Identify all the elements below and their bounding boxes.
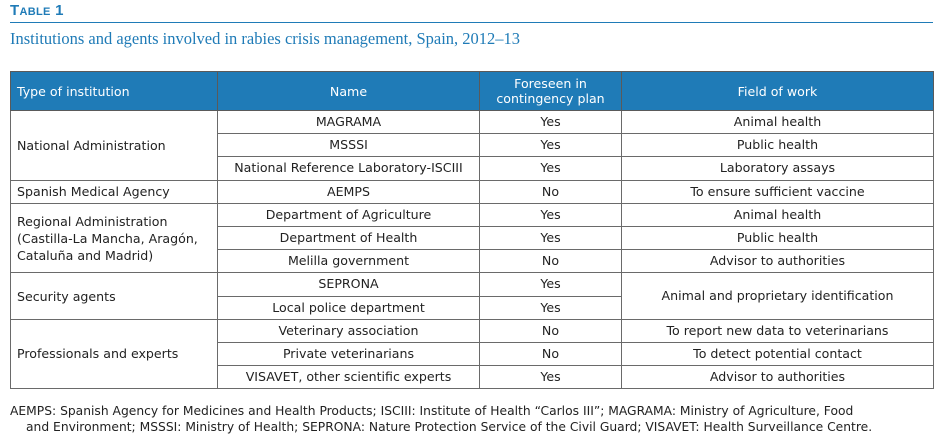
table-row: National Administration MAGRAMA Yes Anim… <box>10 109 934 181</box>
name-cell: VISAVET, other scientific experts <box>217 365 480 390</box>
title-rule <box>10 22 933 23</box>
name-cell: AEMPS <box>217 179 480 204</box>
group-type-cell: National Administration <box>10 110 218 181</box>
header-foreseen-line1: Foreseen in <box>514 76 587 91</box>
group-type-cell: Security agents <box>10 272 218 320</box>
table-caption: Institutions and agents involved in rabi… <box>10 29 521 48</box>
field-cell-merged: Animal and proprietary identification <box>621 272 934 320</box>
name-cell: Department of Agriculture <box>217 202 480 227</box>
institutions-table: Type of institution Name Foreseen in con… <box>10 71 934 390</box>
foreseen-cell: Yes <box>479 133 622 158</box>
group-type-cell: Regional Administration (Castilla-La Man… <box>10 202 218 274</box>
group-type-cell: Spanish Medical Agency <box>10 179 218 204</box>
field-cell: To report new data to veterinarians <box>621 318 934 343</box>
table-row: Private veterinarians No To detect poten… <box>11 341 934 367</box>
name-cell: Department of Health <box>217 225 480 251</box>
foreseen-cell: Yes <box>479 202 622 227</box>
field-cell: Animal health <box>621 202 934 227</box>
field-cell: Public health <box>621 225 934 251</box>
foreseen-cell: Yes <box>479 365 622 390</box>
field-cell: To detect potential contact <box>621 341 934 367</box>
table-row: National Reference Laboratory-ISCIII Yes… <box>11 156 934 181</box>
foreseen-cell: Yes <box>479 272 622 297</box>
footnote-line-2: and Environment; MSSSI: Ministry of Heal… <box>26 420 873 434</box>
name-cell: MAGRAMA <box>217 109 480 135</box>
table-row: Professionals and experts Veterinary ass… <box>10 318 934 390</box>
group-type-line: Cataluña and Madrid) <box>17 247 154 263</box>
table-row: Security agents SEPRONA Yes Animal and p… <box>10 272 934 320</box>
foreseen-cell: Yes <box>479 225 622 251</box>
group-type-line: (Castilla-La Mancha, Aragón, <box>17 230 198 246</box>
name-cell: MSSSI <box>217 133 480 158</box>
field-cell: To ensure sufficient vaccine <box>621 179 934 204</box>
table-row: Local police department Yes <box>11 295 934 320</box>
foreseen-cell: Yes <box>479 156 622 181</box>
table-footnote: AEMPS: Spanish Agency for Medicines and … <box>10 403 935 435</box>
foreseen-cell: No <box>479 179 622 204</box>
field-cell: Public health <box>621 133 934 158</box>
header-type: Type of institution <box>10 71 218 111</box>
footnote-line-1: AEMPS: Spanish Agency for Medicines and … <box>10 404 854 418</box>
header-foreseen-line2: contingency plan <box>496 91 605 106</box>
group-type-cell: Professionals and experts <box>10 318 218 390</box>
table-label: Table 1 <box>10 2 64 19</box>
table-row: Spanish Medical Agency AEMPS No To ensur… <box>10 179 934 204</box>
header-row: Type of institution Name Foreseen in con… <box>10 71 934 111</box>
field-cell: Laboratory assays <box>621 156 934 181</box>
foreseen-cell: No <box>479 341 622 367</box>
header-foreseen: Foreseen in contingency plan <box>479 71 622 111</box>
header-name: Name <box>217 71 480 111</box>
field-cell: Advisor to authorities <box>621 365 934 390</box>
group-type-line: Regional Administration <box>17 213 168 229</box>
name-cell: Private veterinarians <box>217 341 480 367</box>
name-cell: Veterinary association <box>217 318 480 343</box>
name-cell: Melilla government <box>217 249 480 274</box>
foreseen-cell: No <box>479 318 622 343</box>
name-cell: National Reference Laboratory-ISCIII <box>217 156 480 181</box>
table-row: VISAVET, other scientific experts Yes Ad… <box>11 365 934 390</box>
table-row: Regional Administration (Castilla-La Man… <box>10 202 934 274</box>
foreseen-cell: Yes <box>479 109 622 135</box>
foreseen-cell: Yes <box>479 295 622 320</box>
name-cell: SEPRONA <box>217 272 480 297</box>
field-cell: Animal health <box>621 109 934 135</box>
header-field: Field of work <box>621 71 934 111</box>
foreseen-cell: No <box>479 249 622 274</box>
table-row: Melilla government No Advisor to authori… <box>11 249 934 274</box>
name-cell: Local police department <box>217 295 480 320</box>
field-cell: Advisor to authorities <box>621 249 934 274</box>
table-row: Department of Health Yes Public health <box>11 225 934 251</box>
